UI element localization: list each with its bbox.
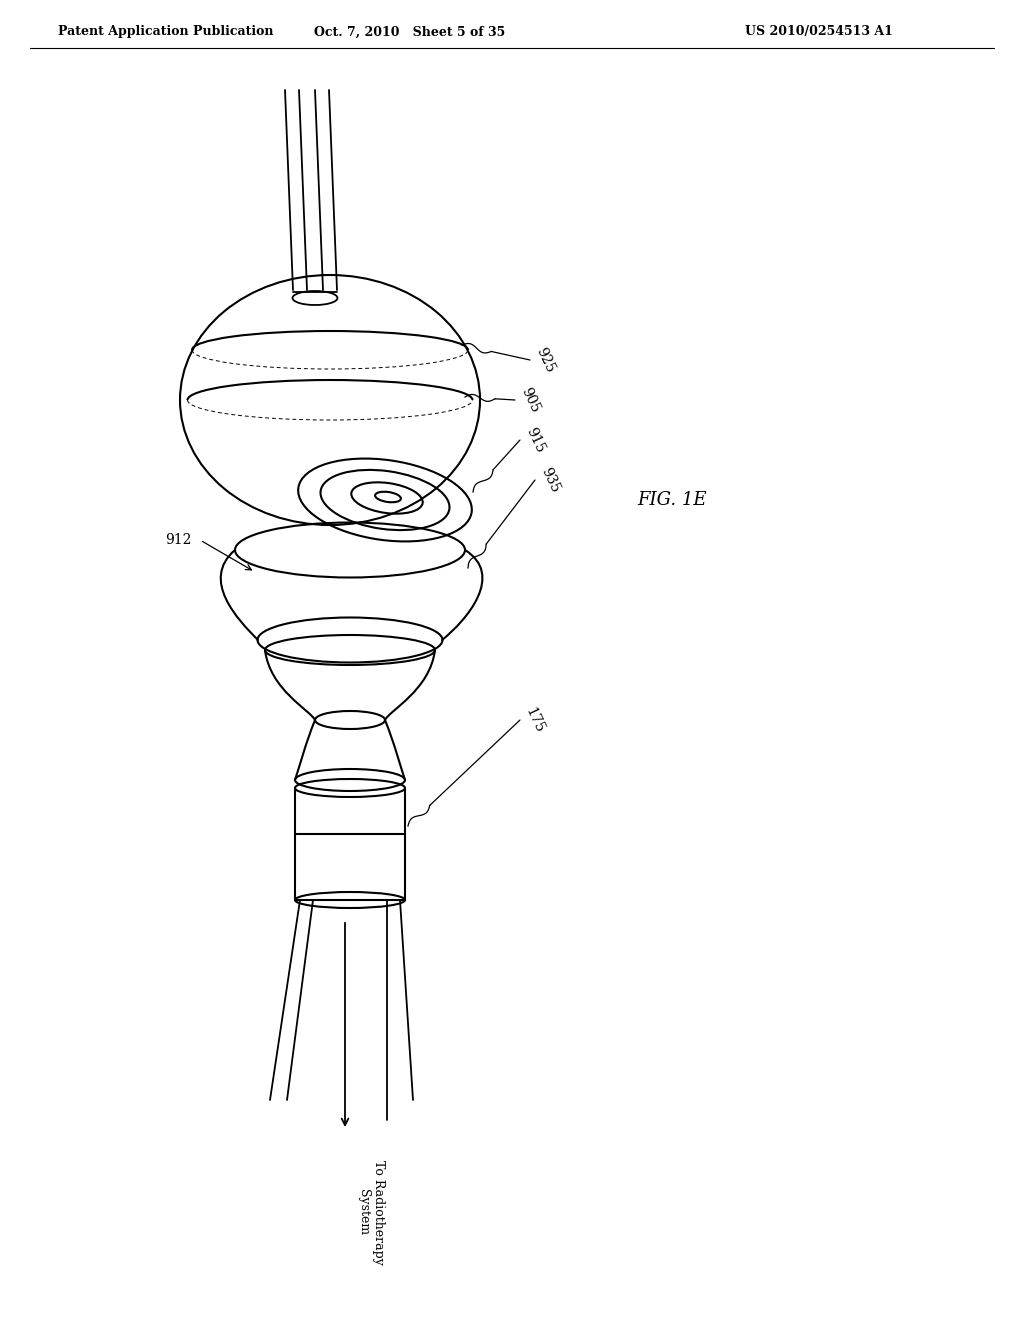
Text: 935: 935 — [538, 465, 562, 495]
Text: 912: 912 — [166, 533, 193, 546]
Text: 925: 925 — [534, 345, 557, 375]
Text: FIG. 1E: FIG. 1E — [637, 491, 707, 510]
Text: To Radiotherapy
System: To Radiotherapy System — [357, 1160, 385, 1265]
Text: Oct. 7, 2010   Sheet 5 of 35: Oct. 7, 2010 Sheet 5 of 35 — [314, 25, 506, 38]
Text: Patent Application Publication: Patent Application Publication — [58, 25, 273, 38]
Text: 915: 915 — [523, 425, 547, 455]
Text: US 2010/0254513 A1: US 2010/0254513 A1 — [745, 25, 893, 38]
Text: 175: 175 — [523, 705, 547, 735]
Text: 905: 905 — [518, 385, 542, 414]
